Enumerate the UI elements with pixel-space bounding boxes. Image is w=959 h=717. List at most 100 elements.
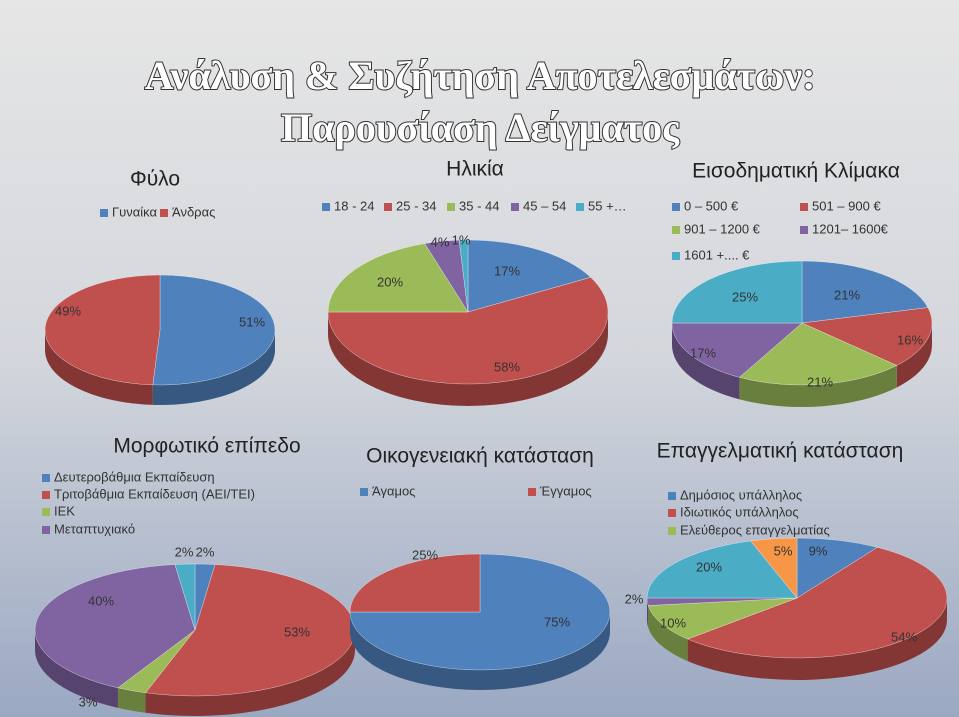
pie-slice — [646, 540, 798, 599]
value-label: 9% — [809, 543, 828, 558]
pie-slice — [671, 260, 803, 324]
legend-label: 901 – 1200 € — [684, 221, 761, 236]
value-label: 2% — [625, 591, 644, 606]
pie-slice — [174, 563, 196, 631]
legend-label: Ελεύθερος επαγγελματίας — [680, 522, 830, 537]
legend-label: Τριτοβάθμια Εκπαίδευση (ΑΕΙ/ΤΕΙ) — [54, 486, 255, 501]
value-label: 1% — [452, 232, 471, 247]
legend-swatch — [672, 203, 680, 211]
pie-slice — [327, 277, 609, 385]
value-label: 49% — [55, 303, 81, 318]
legend-label: 55 +… — [588, 198, 627, 213]
value-label: 25% — [732, 289, 758, 304]
pie-side — [328, 312, 608, 406]
legend-swatch — [100, 209, 108, 217]
value-label: 54% — [891, 629, 917, 644]
slide-title: Ανάλυση & Συζήτηση Αποτελεσμάτων: — [145, 53, 816, 98]
legend-swatch — [672, 226, 680, 234]
legend-swatch — [672, 252, 680, 260]
legend-swatch — [360, 488, 368, 496]
legend-label: ΙΕΚ — [54, 503, 75, 518]
value-label: 20% — [696, 559, 722, 574]
pie-slice — [349, 553, 481, 613]
pie-side — [117, 687, 146, 713]
value-label: 21% — [807, 374, 833, 389]
pie-slice — [34, 564, 196, 688]
legend-label: Έγγαμος — [539, 483, 592, 498]
legend-swatch — [384, 203, 392, 211]
legend-label: Δημόσιος υπάλληλος — [680, 487, 802, 502]
value-label: 21% — [834, 287, 860, 302]
value-label: 2% — [196, 544, 215, 559]
pie-side — [672, 323, 740, 400]
value-label: 2% — [175, 544, 194, 559]
value-label: 58% — [494, 359, 520, 374]
value-label: 25% — [412, 547, 438, 562]
legend-swatch — [42, 491, 50, 499]
chart-title: Ηλικία — [446, 158, 504, 181]
legend-swatch — [800, 226, 808, 234]
value-label: 3% — [79, 694, 98, 709]
value-label: 4% — [431, 234, 450, 249]
legend-label: Ιδιωτικός υπάλληλος — [680, 504, 799, 519]
legend-label: 1601 +.... € — [684, 247, 750, 262]
pie-slice — [687, 547, 948, 659]
pie-slice — [796, 537, 878, 599]
legend-label: Μεταπτυχιακό — [54, 521, 135, 536]
pie-side — [687, 598, 947, 680]
chart-title: Εισοδηματική Κλίμακα — [692, 160, 900, 183]
legend-label: 35 - 44 — [459, 198, 499, 213]
value-label: 16% — [897, 332, 923, 347]
pie-side — [896, 323, 932, 388]
value-label: 20% — [377, 274, 403, 289]
pie-slice — [145, 564, 356, 697]
pie-slice — [467, 239, 591, 313]
value-label: 5% — [774, 543, 793, 558]
legend-label: Γυναίκα — [112, 204, 158, 219]
legend-label: 18 - 24 — [334, 198, 374, 213]
legend-label: 45 – 54 — [523, 198, 566, 213]
value-label: 53% — [284, 624, 310, 639]
pie-slice — [671, 322, 803, 378]
pie-slice — [739, 322, 898, 386]
pie-side — [145, 630, 355, 716]
legend-label: Δευτεροβάθμια Εκπαίδευση — [54, 469, 215, 484]
legend-swatch — [322, 203, 330, 211]
value-label: 10% — [660, 615, 686, 630]
chart-title: Μορφωτικό επίπεδο — [113, 435, 300, 458]
pie-slice — [801, 260, 929, 324]
pie-slice — [327, 243, 469, 313]
pie-side — [152, 330, 275, 405]
value-label: 17% — [690, 345, 716, 360]
pie-side — [45, 330, 153, 405]
legend-swatch — [668, 527, 676, 535]
value-label: 51% — [239, 314, 265, 329]
legend-swatch — [42, 526, 50, 534]
legend-label: 0 – 500 € — [684, 198, 739, 213]
legend-swatch — [511, 203, 519, 211]
pie-slice — [44, 274, 161, 386]
legend-swatch — [447, 203, 455, 211]
value-label: 17% — [494, 263, 520, 278]
pie-side — [647, 598, 649, 628]
legend-label: 1201– 1600€ — [812, 221, 889, 236]
pie-slice — [750, 537, 798, 599]
pie-side — [35, 630, 118, 708]
legend-label: Άγαμος — [372, 483, 415, 498]
legend-swatch — [800, 203, 808, 211]
pie-slice — [459, 239, 469, 313]
legend-swatch — [668, 509, 676, 517]
slide-subtitle: Παρουσίαση Δείγματος — [281, 105, 680, 150]
pie-slice — [349, 553, 611, 671]
legend-swatch — [668, 492, 676, 500]
legend-swatch — [42, 508, 50, 516]
chart-title: Επαγγελματική κατάσταση — [657, 440, 904, 463]
legend-swatch — [576, 203, 584, 211]
chart-title: Οικογενειακή κατάσταση — [366, 445, 594, 468]
legend-swatch — [528, 488, 536, 496]
legend-swatch — [160, 209, 168, 217]
pie-side — [350, 612, 610, 690]
pie-slice — [801, 307, 933, 366]
value-label: 40% — [88, 593, 114, 608]
